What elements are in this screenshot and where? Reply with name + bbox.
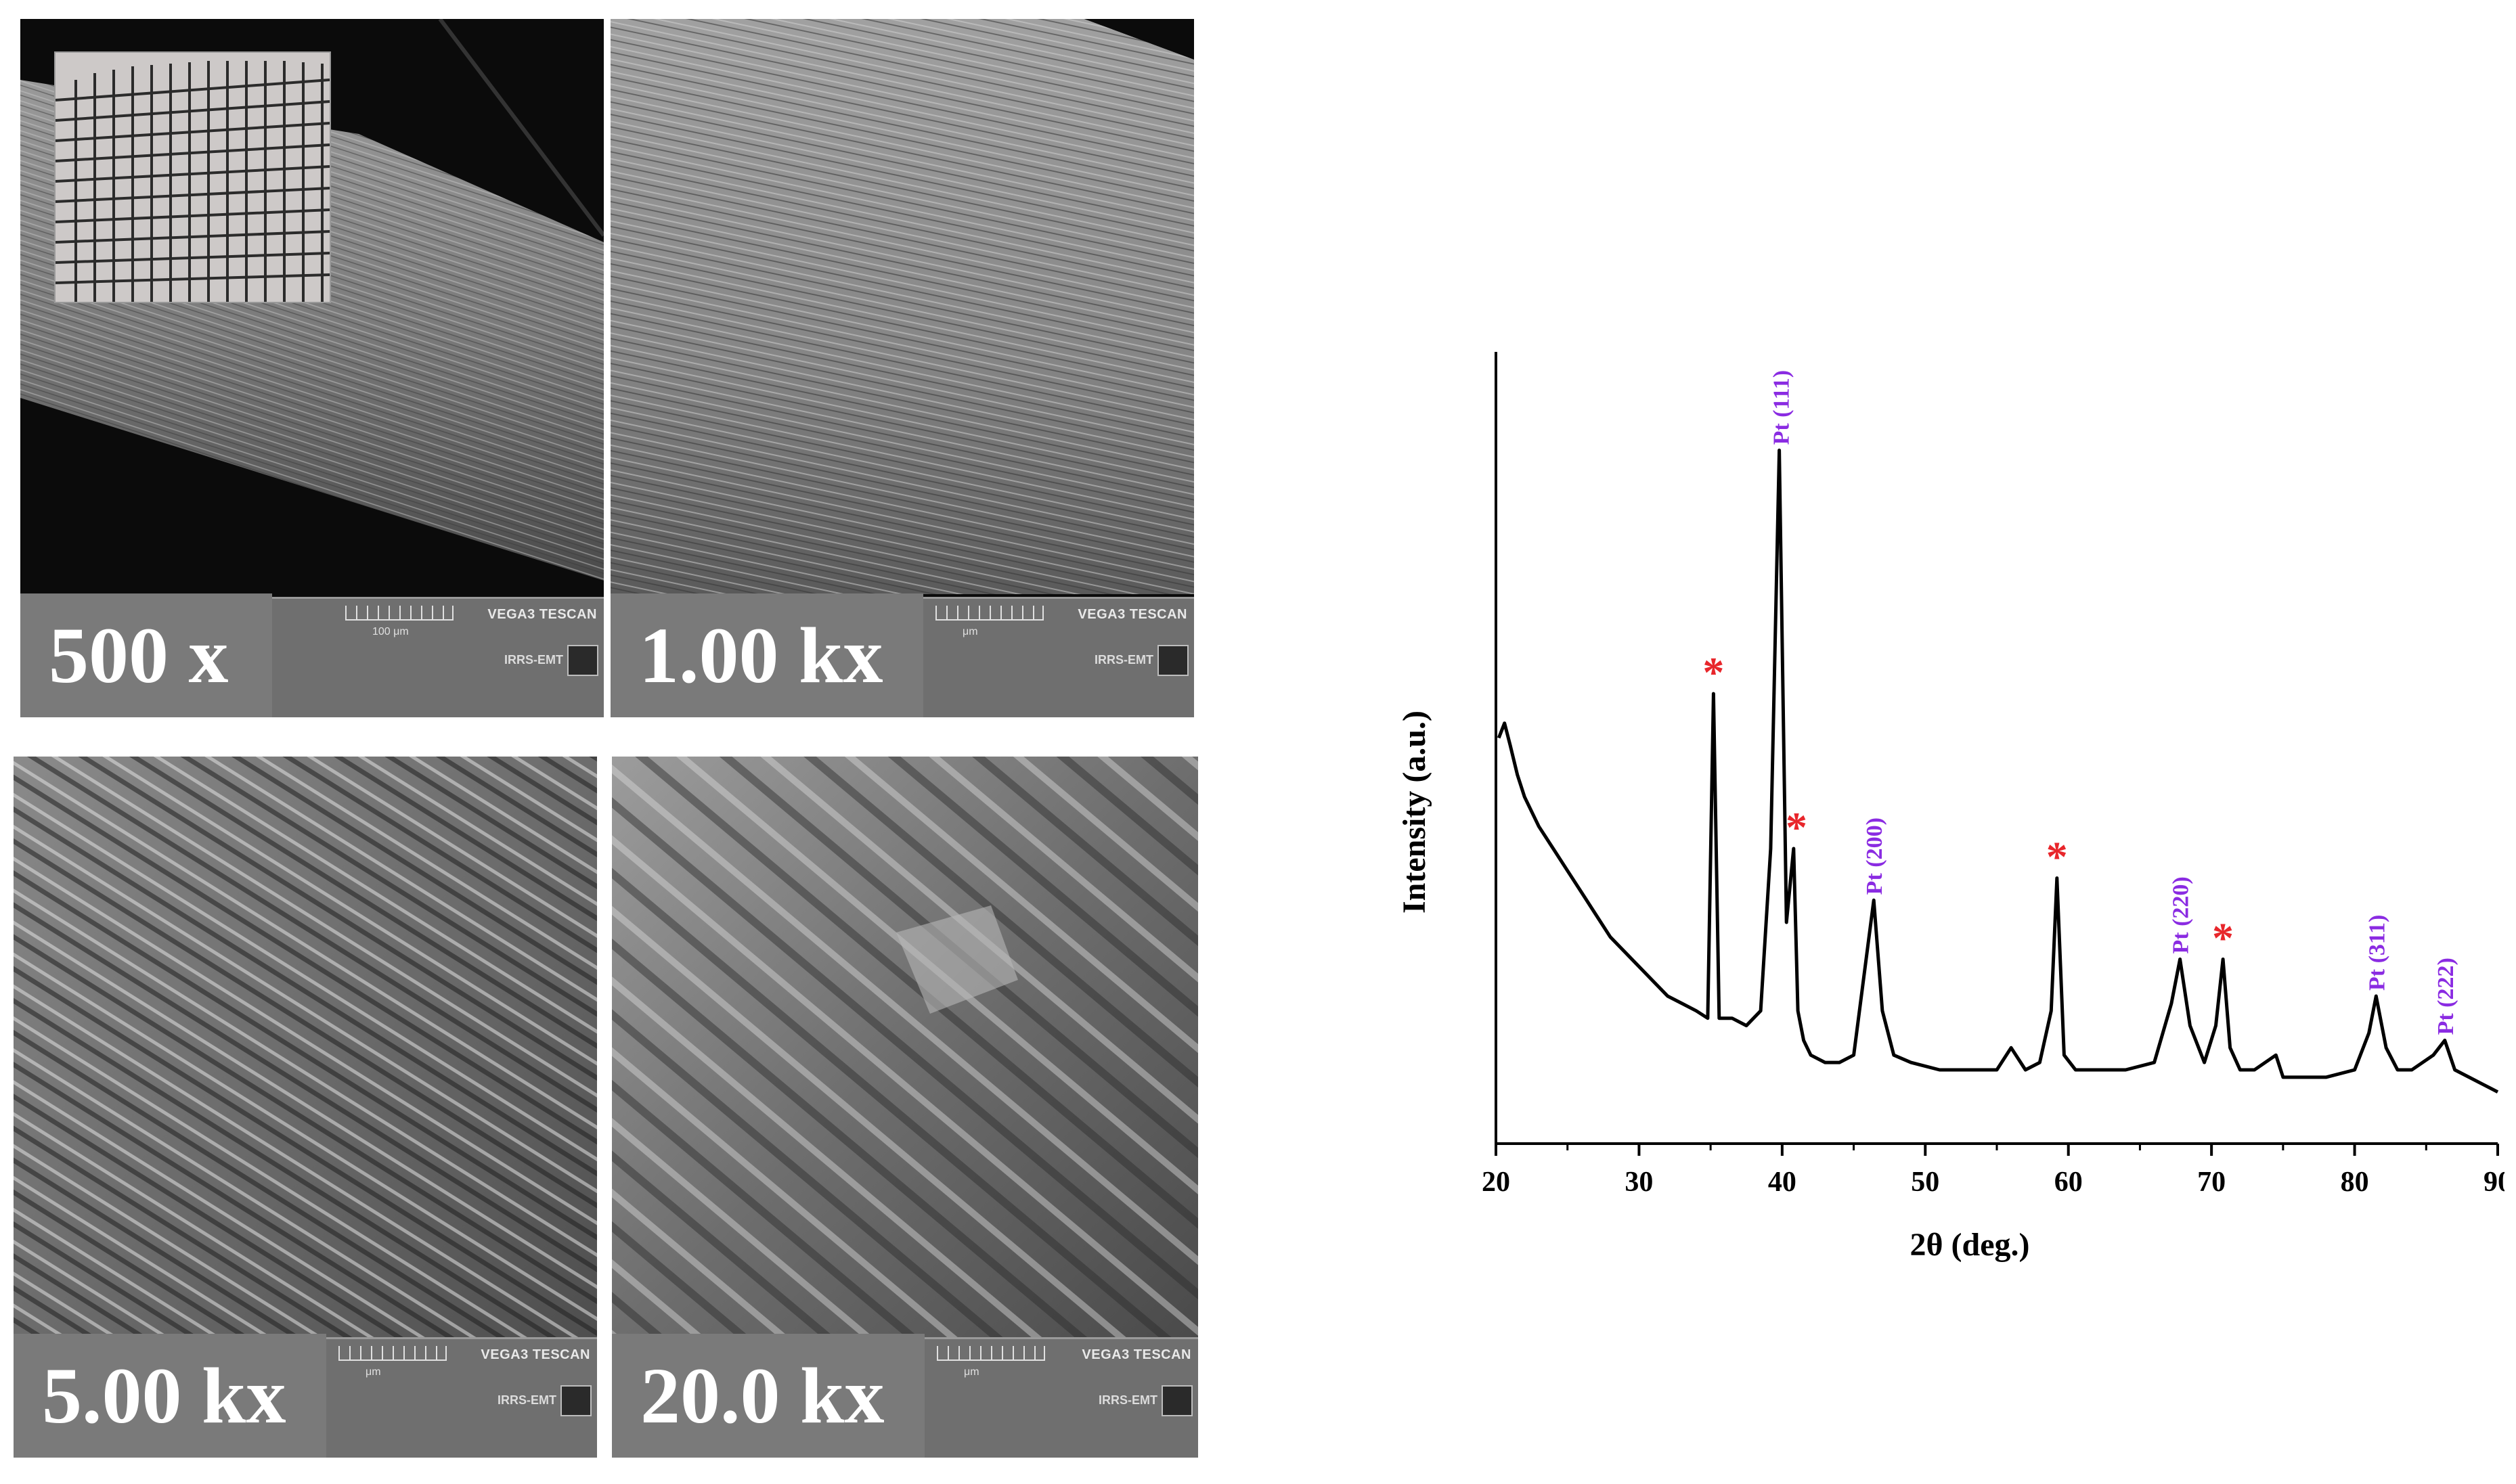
magnification-label: 5.00 kx — [14, 1334, 326, 1458]
x-tick-label: 50 — [1911, 1167, 1939, 1198]
logo-icon — [567, 645, 598, 676]
logo-icon — [560, 1385, 592, 1416]
fiber-micrograph — [611, 19, 1194, 594]
lab-label: IRRS-EMT — [504, 653, 563, 667]
x-tick-label: 80 — [2341, 1167, 2369, 1198]
peak-annotations: Pt (111) Pt (200) Pt (220) Pt (311) Pt (222) — [1769, 370, 2458, 1035]
scale-bar-label: μm — [964, 1366, 979, 1378]
y-axis-label: Intensity (a.u.) — [1396, 711, 1432, 914]
logo-icon — [1162, 1385, 1193, 1416]
xrd-pattern-line — [1497, 448, 2499, 1094]
impurity-marker: * — [1786, 803, 1807, 851]
peak-label: Pt (220) — [2169, 876, 2194, 953]
instrument-label: VEGA3 TESCAN — [1082, 1347, 1191, 1362]
instrument-label: VEGA3 TESCAN — [481, 1347, 590, 1362]
scale-bar — [935, 606, 1044, 621]
magnification-label: 1.00 kx — [611, 593, 923, 717]
lab-label: IRRS-EMT — [1095, 653, 1153, 667]
instrument-label: VEGA3 TESCAN — [1078, 607, 1187, 622]
mesh-photo-inset — [54, 51, 331, 303]
scale-bar — [345, 606, 454, 621]
peak-label: Pt (311) — [2364, 915, 2389, 991]
lab-label: IRRS-EMT — [498, 1393, 556, 1407]
scale-bar-label: μm — [366, 1366, 381, 1378]
impurity-marker: * — [2212, 914, 2234, 962]
x-tick-label: 20 — [1482, 1167, 1510, 1198]
scale-bar-label: μm — [963, 626, 978, 637]
x-ticks: 20 30 40 50 60 70 80 90 — [1482, 1144, 2504, 1198]
x-tick-label: 70 — [2197, 1167, 2226, 1198]
logo-icon — [1157, 645, 1189, 676]
impurity-marker: * — [2046, 833, 2068, 881]
peak-label: Pt (200) — [1862, 817, 1887, 895]
peak-label: Pt (222) — [2433, 958, 2458, 1035]
sem-panel-500x: 100 μm VEGA3 TESCAN IRRS-EMT 500 x — [20, 19, 604, 717]
peak-label: Pt (111) — [1769, 370, 1794, 445]
x-tick-label: 40 — [1768, 1167, 1796, 1198]
fiber-micrograph — [14, 757, 597, 1339]
impurity-markers: * * * * — [1702, 648, 2234, 962]
x-tick-label: 90 — [2484, 1167, 2504, 1198]
xrd-chart: 20 30 40 50 60 70 80 90 Pt (111) Pt (200) Pt (220… — [1396, 352, 2504, 1263]
sem-panel-5kx: μm VEGA3 TESCAN IRRS-EMT 5.00 kx — [14, 757, 597, 1458]
x-tick-label: 30 — [1625, 1167, 1653, 1198]
magnification-label: 500 x — [20, 593, 272, 717]
sem-panel-1kx: μm VEGA3 TESCAN IRRS-EMT 1.00 kx — [611, 19, 1194, 717]
x-tick-label: 60 — [2054, 1167, 2083, 1198]
scale-bar — [937, 1346, 1045, 1361]
sem-panel-20kx: μm VEGA3 TESCAN IRRS-EMT 20.0 kx — [612, 757, 1198, 1458]
scale-bar — [338, 1346, 447, 1361]
mesh-photo-icon — [56, 53, 330, 302]
x-axis-label: 2θ (deg.) — [1910, 1227, 2029, 1263]
impurity-marker: * — [1702, 648, 1724, 696]
lab-label: IRRS-EMT — [1099, 1393, 1157, 1407]
fiber-micrograph — [612, 757, 1198, 1339]
magnification-label: 20.0 kx — [612, 1334, 925, 1458]
chart-axes — [1495, 352, 2498, 1145]
instrument-label: VEGA3 TESCAN — [487, 607, 597, 622]
scale-bar-label: 100 μm — [372, 626, 409, 637]
